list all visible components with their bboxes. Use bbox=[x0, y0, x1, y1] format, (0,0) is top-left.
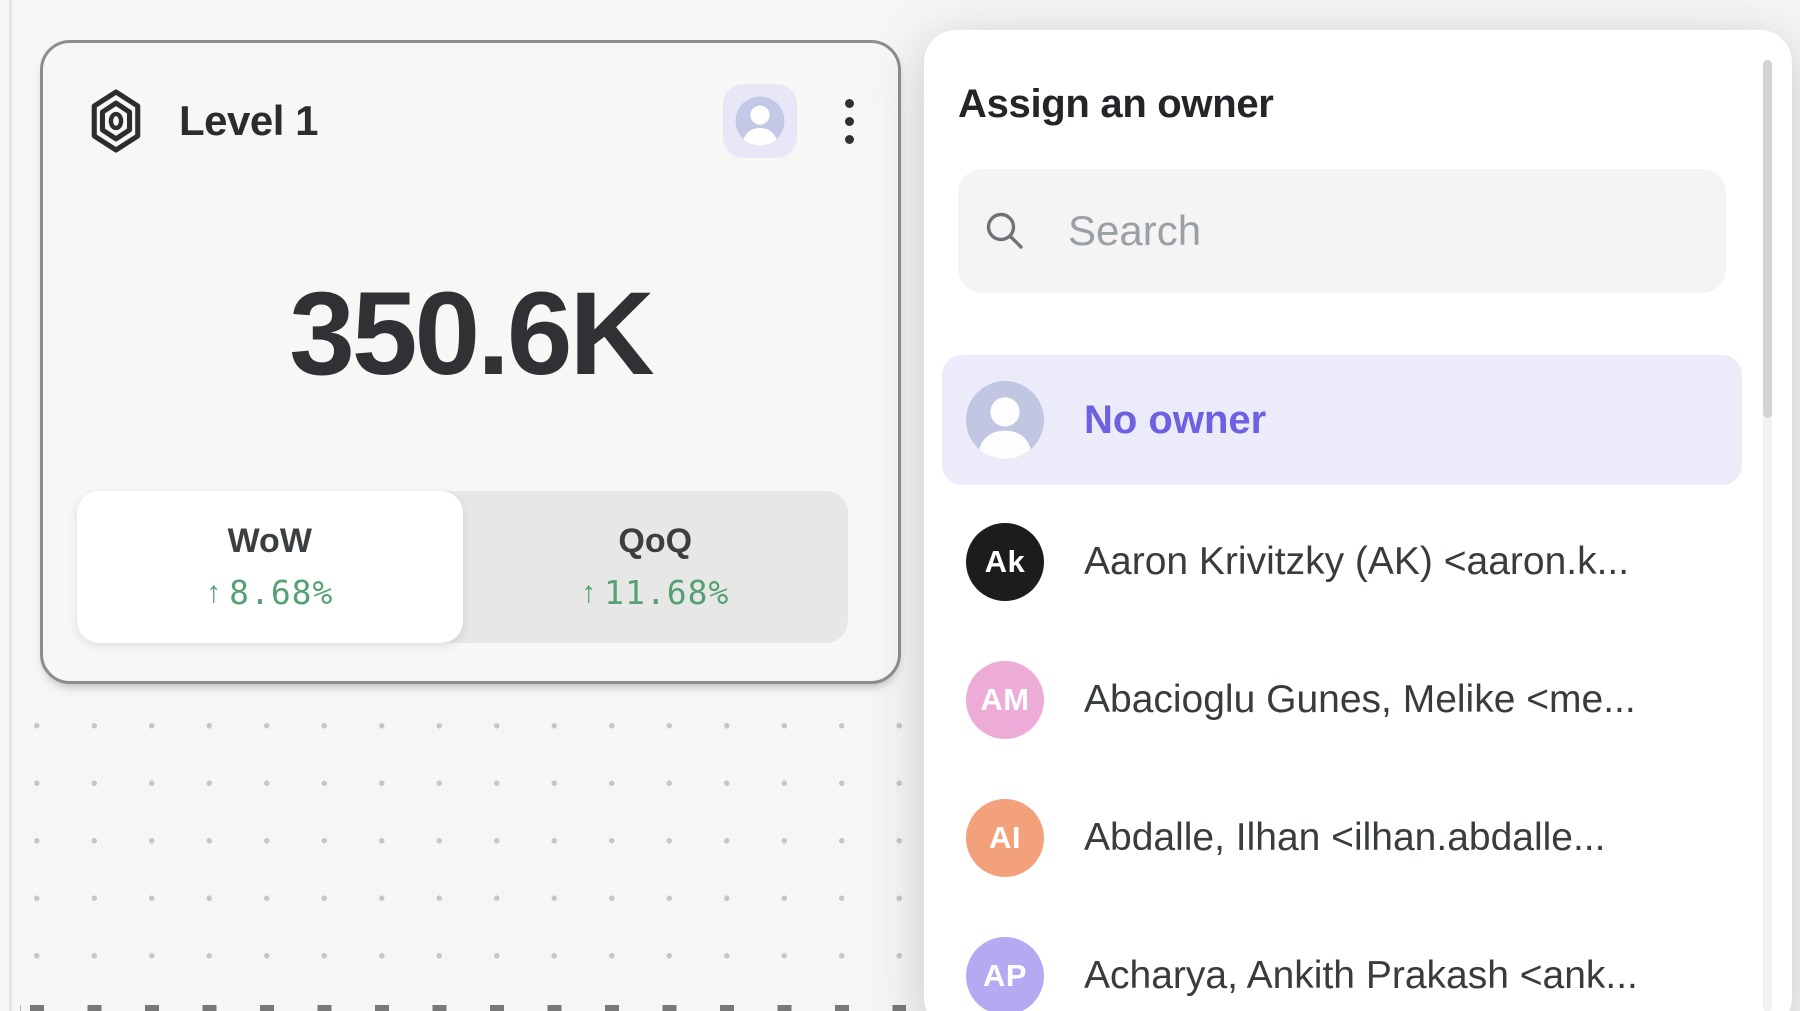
kebab-menu-icon[interactable] bbox=[839, 93, 860, 150]
tab-qoq-label: QoQ bbox=[618, 522, 693, 560]
list-item-owner[interactable]: AM Abacioglu Gunes, Melike <me... bbox=[942, 631, 1742, 769]
search-box bbox=[958, 169, 1726, 293]
person-icon bbox=[735, 96, 785, 146]
no-owner-label: No owner bbox=[1084, 397, 1267, 442]
tab-wow[interactable]: WoW ↑ 8.68% bbox=[77, 491, 463, 643]
owner-name: Abacioglu Gunes, Melike <me... bbox=[1084, 678, 1636, 721]
tab-wow-delta-value: 8.68% bbox=[229, 573, 334, 612]
cropped-element-edge bbox=[20, 1005, 906, 1011]
avatar: AI bbox=[966, 799, 1044, 877]
search-input[interactable] bbox=[1068, 207, 1702, 255]
owner-name: Abdalle, Ilhan <ilhan.abdalle... bbox=[1084, 816, 1606, 859]
assign-owner-popover: Assign an owner No owner Ak Aaro bbox=[924, 30, 1792, 1011]
up-arrow-icon: ↑ bbox=[581, 575, 597, 609]
metric-value: 350.6K bbox=[289, 268, 655, 400]
tab-qoq-delta-value: 11.68% bbox=[604, 573, 730, 612]
owner-name: Acharya, Ankith Prakash <ank... bbox=[1084, 954, 1638, 997]
owner-list: Ak Aaron Krivitzky (AK) <aaron.k... AM A… bbox=[942, 493, 1742, 1011]
tab-qoq[interactable]: QoQ ↑ 11.68% bbox=[463, 491, 849, 643]
list-item-owner[interactable]: Ak Aaron Krivitzky (AK) <aaron.k... bbox=[942, 493, 1742, 631]
owner-name: Aaron Krivitzky (AK) <aaron.k... bbox=[1084, 540, 1630, 583]
avatar: AP bbox=[966, 937, 1044, 1011]
avatar: Ak bbox=[966, 523, 1044, 601]
search-icon bbox=[986, 212, 1023, 249]
metric-card-header: Level 1 bbox=[87, 81, 860, 161]
canvas-dot-grid bbox=[14, 700, 914, 1011]
list-item-owner[interactable]: AI Abdalle, Ilhan <ilhan.abdalle... bbox=[942, 769, 1742, 907]
metric-card-title: Level 1 bbox=[179, 97, 318, 144]
avatar: AM bbox=[966, 661, 1044, 739]
no-owner-option[interactable]: No owner bbox=[942, 355, 1742, 485]
no-owner-person-icon bbox=[966, 381, 1044, 459]
assign-owner-button[interactable] bbox=[723, 84, 797, 158]
scrollbar-thumb[interactable] bbox=[1763, 60, 1772, 418]
canvas-edge-line bbox=[9, 0, 12, 1011]
up-arrow-icon: ↑ bbox=[206, 575, 222, 609]
tab-wow-delta: ↑ 8.68% bbox=[206, 573, 333, 612]
comparison-tabs: WoW ↑ 8.68% QoQ ↑ 11.68% bbox=[77, 491, 848, 643]
metric-card-level-1[interactable]: Level 1 350.6K WoW bbox=[40, 40, 901, 684]
hexagon-icon bbox=[91, 89, 141, 153]
popover-title: Assign an owner bbox=[958, 82, 1274, 126]
tab-wow-label: WoW bbox=[227, 522, 312, 560]
list-item-owner[interactable]: AP Acharya, Ankith Prakash <ank... bbox=[942, 907, 1742, 1011]
tab-qoq-delta: ↑ 11.68% bbox=[581, 573, 729, 612]
scrollbar-track[interactable] bbox=[1763, 60, 1772, 1011]
